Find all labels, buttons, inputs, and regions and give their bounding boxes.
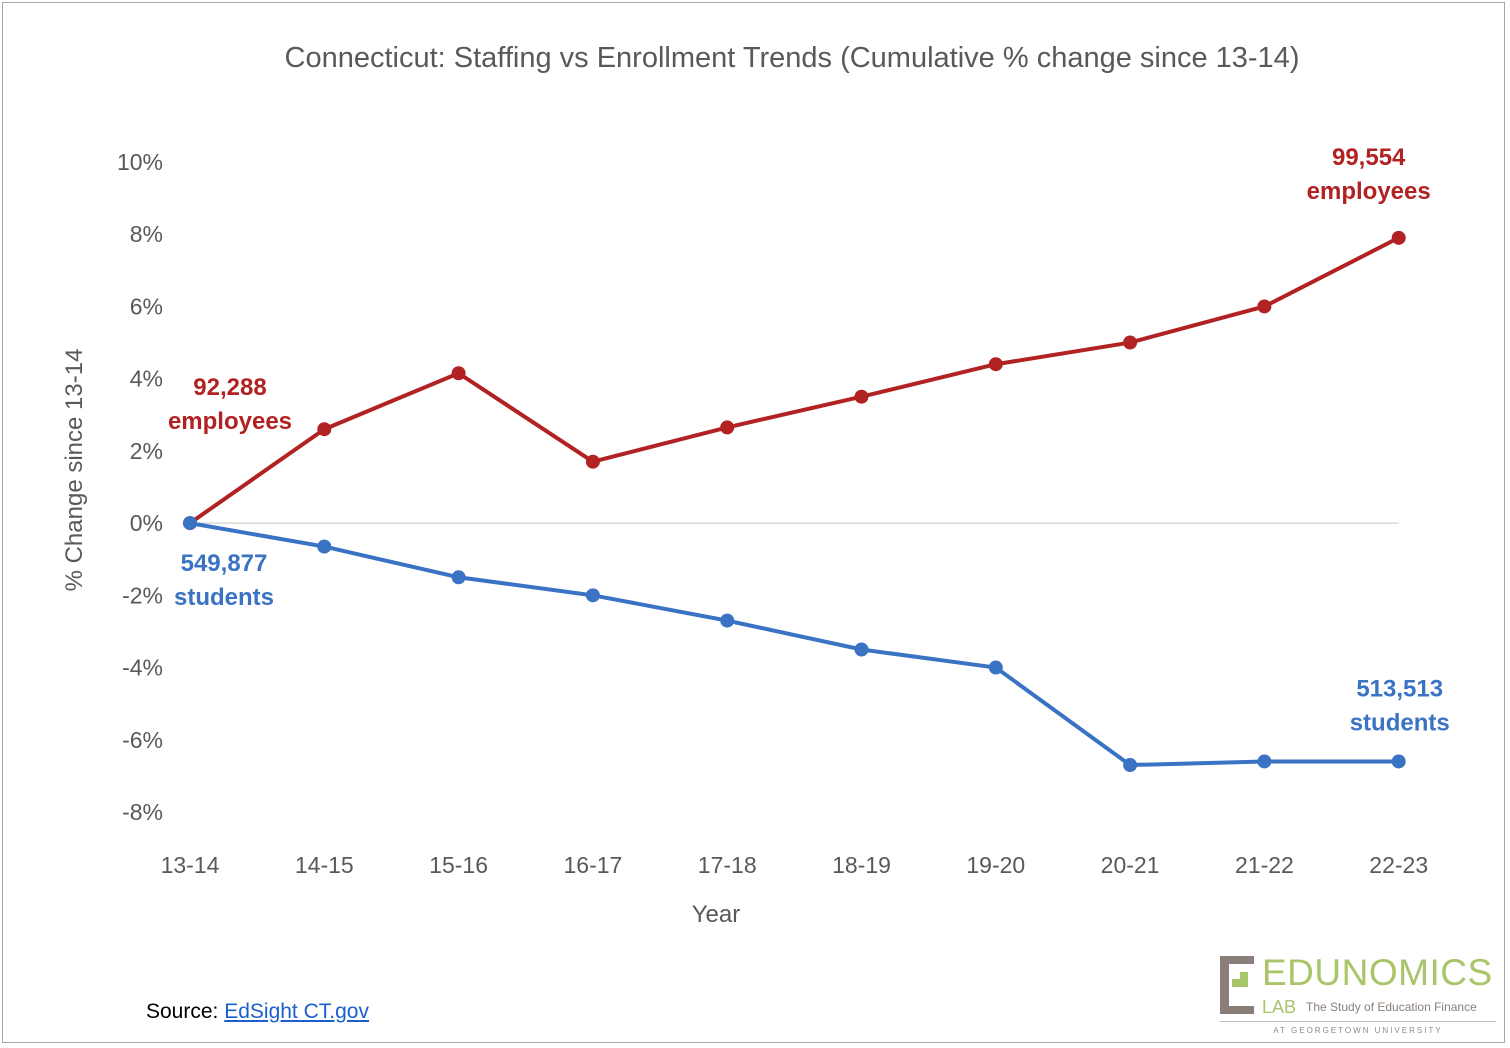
y-tick-label: -6% bbox=[122, 727, 163, 753]
series-line-employees bbox=[188, 235, 1401, 526]
x-tick-label: 16-17 bbox=[563, 852, 622, 878]
logo-lab: LAB bbox=[1262, 997, 1297, 1017]
x-tick-label: 14-15 bbox=[295, 852, 354, 878]
x-axis-label: Year bbox=[692, 901, 741, 928]
x-tick-label: 15-16 bbox=[429, 852, 488, 878]
annotation-unit: employees bbox=[1307, 178, 1431, 205]
x-tick-label: 18-19 bbox=[832, 852, 891, 878]
annotation-unit: students bbox=[1350, 709, 1450, 736]
logo-divider bbox=[1220, 1021, 1496, 1022]
series-employees bbox=[183, 230, 1406, 531]
series-layer bbox=[183, 230, 1406, 773]
x-tick-label: 19-20 bbox=[966, 852, 1025, 878]
data-point-employees bbox=[585, 454, 600, 469]
y-tick-label: -8% bbox=[122, 799, 163, 825]
annotation-unit: students bbox=[174, 584, 274, 611]
data-point-students bbox=[1391, 754, 1406, 769]
y-axis-label: % Change since 13-14 bbox=[61, 349, 88, 592]
x-tick-label: 22-23 bbox=[1369, 852, 1428, 878]
data-point-employees bbox=[451, 366, 466, 381]
y-tick-label: 4% bbox=[130, 366, 163, 392]
y-tick-label: -4% bbox=[122, 655, 163, 681]
data-point-employees bbox=[317, 422, 332, 437]
annotation-students: 549,877 students bbox=[174, 550, 274, 611]
chart-title: Connecticut: Staffing vs Enrollment Tren… bbox=[285, 42, 1300, 74]
y-tick-label: 0% bbox=[130, 510, 163, 536]
annotation-students: 513,513 students bbox=[1350, 675, 1450, 736]
annotation-unit: employees bbox=[168, 408, 292, 435]
logo-tagline: The Study of Education Finance bbox=[1306, 1000, 1477, 1014]
series-line-students bbox=[188, 521, 1401, 768]
data-point-students bbox=[1123, 758, 1138, 773]
y-tick-label: -2% bbox=[122, 582, 163, 608]
data-point-employees bbox=[854, 389, 869, 404]
data-point-employees bbox=[1257, 299, 1272, 314]
annotation-employees: 99,554 employees bbox=[1307, 144, 1431, 205]
source-link[interactable]: EdSight CT.gov bbox=[224, 1000, 369, 1023]
data-point-students bbox=[1257, 754, 1272, 769]
annotations: 92,288 employees 99,554 employees 549,877 stu… bbox=[168, 144, 1450, 737]
annotation-count: 99,554 bbox=[1332, 144, 1406, 171]
data-point-employees bbox=[1391, 230, 1406, 245]
x-tick-label: 21-22 bbox=[1235, 852, 1294, 878]
annotation-count: 513,513 bbox=[1356, 675, 1443, 702]
data-point-students bbox=[854, 642, 869, 657]
series-students bbox=[183, 516, 1406, 773]
source-label: Source: bbox=[146, 1000, 219, 1023]
data-point-students bbox=[988, 660, 1003, 675]
x-tick-label: 20-21 bbox=[1101, 852, 1160, 878]
y-tick-label: 6% bbox=[130, 293, 163, 319]
edunomics-logo: EDUNOMICS LAB The Study of Education Fin… bbox=[1220, 953, 1498, 1041]
logo-e-mark-icon bbox=[1220, 956, 1254, 1014]
x-axis-ticks: 13-14 14-15 15-16 16-17 17-18 18-19 19-20 20-21… bbox=[161, 852, 1429, 878]
logo-wordmark: EDUNOMICS bbox=[1262, 952, 1493, 993]
x-tick-label: 17-18 bbox=[698, 852, 757, 878]
annotation-count: 549,877 bbox=[181, 550, 268, 577]
data-point-students bbox=[317, 539, 332, 554]
annotation-employees: 92,288 employees bbox=[168, 374, 292, 435]
data-point-students bbox=[720, 613, 735, 628]
data-point-employees bbox=[988, 357, 1003, 372]
source-note: Source: EdSight CT.gov bbox=[146, 1000, 369, 1024]
data-point-employees bbox=[1123, 335, 1138, 350]
y-axis-ticks: 10% 8% 6% 4% 2% 0% -2% -4% -6% -8% bbox=[117, 149, 163, 825]
logo-university: AT GEORGETOWN UNIVERSITY bbox=[1273, 1026, 1443, 1035]
data-point-students bbox=[183, 516, 197, 531]
y-tick-label: 2% bbox=[130, 438, 163, 464]
y-tick-label: 8% bbox=[130, 221, 163, 247]
data-point-employees bbox=[720, 420, 735, 435]
annotation-count: 92,288 bbox=[193, 374, 266, 401]
data-point-students bbox=[585, 588, 600, 603]
data-point-students bbox=[451, 570, 466, 585]
y-tick-label: 10% bbox=[117, 149, 163, 175]
x-tick-label: 13-14 bbox=[161, 852, 220, 878]
